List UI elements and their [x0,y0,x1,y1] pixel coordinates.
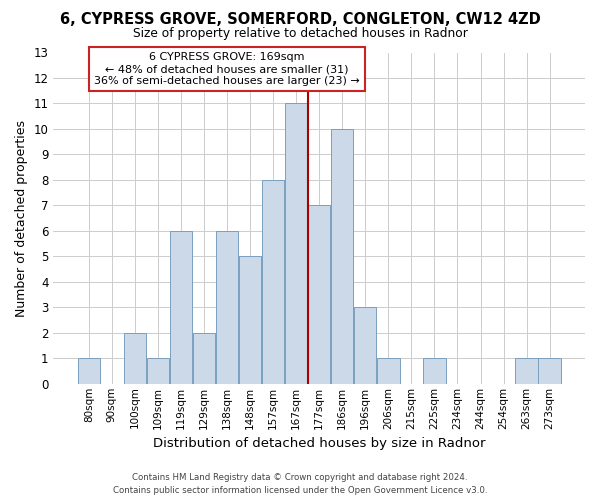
Text: Contains HM Land Registry data © Crown copyright and database right 2024.: Contains HM Land Registry data © Crown c… [132,474,468,482]
Bar [354,308,376,384]
Text: Size of property relative to detached houses in Radnor: Size of property relative to detached ho… [133,28,467,40]
X-axis label: Distribution of detached houses by size in Radnor: Distribution of detached houses by size … [153,437,485,450]
Bar [515,358,538,384]
Bar [147,358,169,384]
Text: 6, CYPRESS GROVE, SOMERFORD, CONGLETON, CW12 4ZD: 6, CYPRESS GROVE, SOMERFORD, CONGLETON, … [59,12,541,28]
Bar [170,231,192,384]
Text: Contains public sector information licensed under the Open Government Licence v3: Contains public sector information licen… [113,486,487,495]
Bar [124,333,146,384]
Bar [77,358,100,384]
Bar [239,256,261,384]
Bar [216,231,238,384]
Text: 6 CYPRESS GROVE: 169sqm
← 48% of detached houses are smaller (31)
36% of semi-de: 6 CYPRESS GROVE: 169sqm ← 48% of detache… [94,52,360,86]
Bar [193,333,215,384]
Bar [285,104,307,384]
Bar [262,180,284,384]
Bar [538,358,561,384]
Bar [331,129,353,384]
Bar [423,358,446,384]
Bar [377,358,400,384]
Bar [308,206,331,384]
Y-axis label: Number of detached properties: Number of detached properties [15,120,28,316]
